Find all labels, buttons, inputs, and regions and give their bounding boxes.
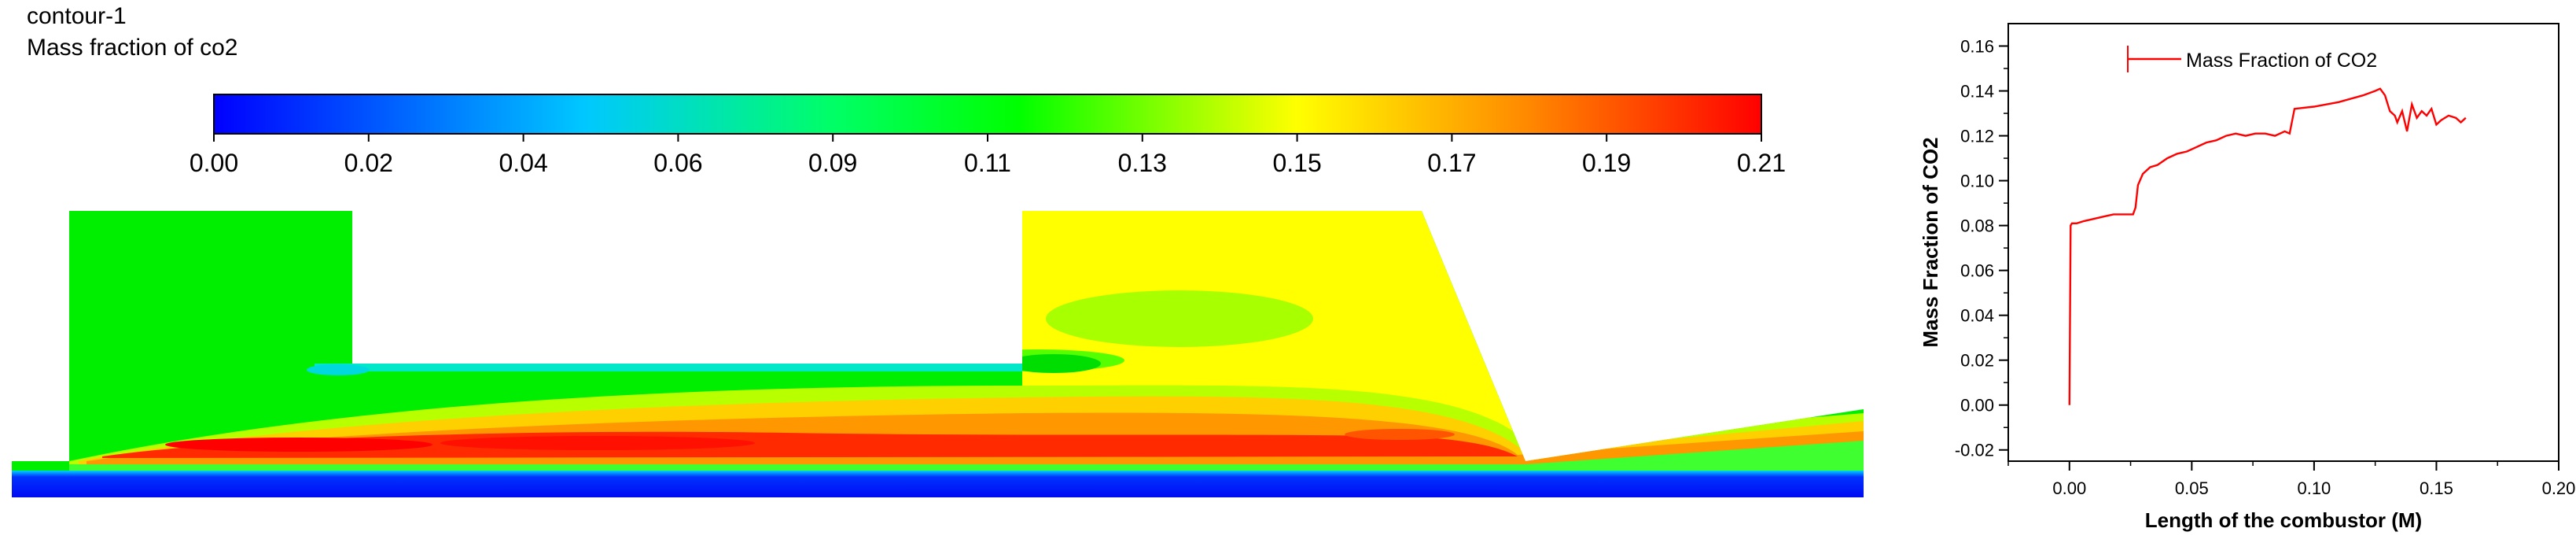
y-tick-label: 0.02: [1960, 351, 1994, 371]
legend-label: Mass Fraction of CO2: [2186, 50, 2377, 72]
plot-frame: [2007, 23, 2559, 462]
contour-title: contour-1: [27, 3, 127, 29]
colorbar-ticks: 0.00 0.02 0.04 0.06 0.09 0.11 0.13 0.15 0.17 0.19…: [190, 134, 1786, 177]
colorbar-tick-label: 0.19: [1582, 149, 1631, 177]
colorbar-tick-label: 0.00: [190, 149, 238, 177]
x-axis-label: Length of the combustor (M): [2145, 508, 2422, 532]
colorbar-tick-label: 0.15: [1272, 149, 1321, 177]
y-tick-label: 0.16: [1960, 37, 1994, 57]
colorbar-tick-label: 0.06: [653, 149, 702, 177]
y-tick-label: 0.10: [1960, 172, 1994, 191]
series-line-mass-fraction-co2: [2068, 87, 2467, 405]
x-tick-label: 0.20: [2542, 478, 2576, 498]
y-tick-label: 0.08: [1960, 216, 1994, 236]
line-chart-panel: 0.00 0.05 0.10 0.15 0.20 -0.02 0.00 0.02 0.04 0.…: [1887, 0, 2576, 543]
y-tick-label: 0.00: [1960, 396, 1994, 416]
colorbar-tick-label: 0.09: [808, 149, 857, 177]
y-tick-label: 0.14: [1960, 82, 1994, 102]
x-tick-label: 0.15: [2420, 478, 2453, 498]
x-tick-label: 0.10: [2297, 478, 2331, 498]
colorbar-tick-label: 0.17: [1427, 149, 1476, 177]
contour-field: [12, 211, 1864, 497]
y-tick-label: 0.04: [1960, 306, 1994, 326]
contour-variable-label: Mass fraction of co2: [27, 35, 238, 61]
legend: Mass Fraction of CO2: [2127, 46, 2377, 72]
x-tick-label: 0.00: [2052, 478, 2086, 498]
y-tick-label: 0.06: [1960, 261, 1994, 281]
contour-panel: contour-1 Mass fraction of co2: [12, 3, 1864, 497]
colorbar-tick-label: 0.13: [1118, 149, 1167, 177]
x-axis: 0.00 0.05 0.10 0.15 0.20: [2007, 461, 2576, 498]
x-tick-label: 0.05: [2175, 478, 2209, 498]
colorbar-tick-label: 0.02: [344, 149, 393, 177]
y-tick-label: 0.12: [1960, 127, 1994, 146]
line-chart: 0.00 0.05 0.10 0.15 0.20 -0.02 0.00 0.02 0.04 0.…: [1919, 23, 2576, 532]
colorbar-tick-label: 0.04: [499, 149, 547, 177]
y-axis-label: Mass Fraction of CO2: [1919, 137, 1942, 347]
y-axis: -0.02 0.00 0.02 0.04 0.06 0.08 0.10 0.12 0.14 0.1…: [1955, 37, 2008, 460]
colorbar-tick-label: 0.21: [1737, 149, 1786, 177]
y-tick-label: -0.02: [1955, 441, 1994, 460]
contour-canvas: 0.00 0.02 0.04 0.06 0.09 0.11 0.13 0.15 0.17 0.19…: [12, 94, 1864, 497]
colorbar: [213, 94, 1762, 135]
colorbar-tick-label: 0.11: [964, 149, 1011, 177]
